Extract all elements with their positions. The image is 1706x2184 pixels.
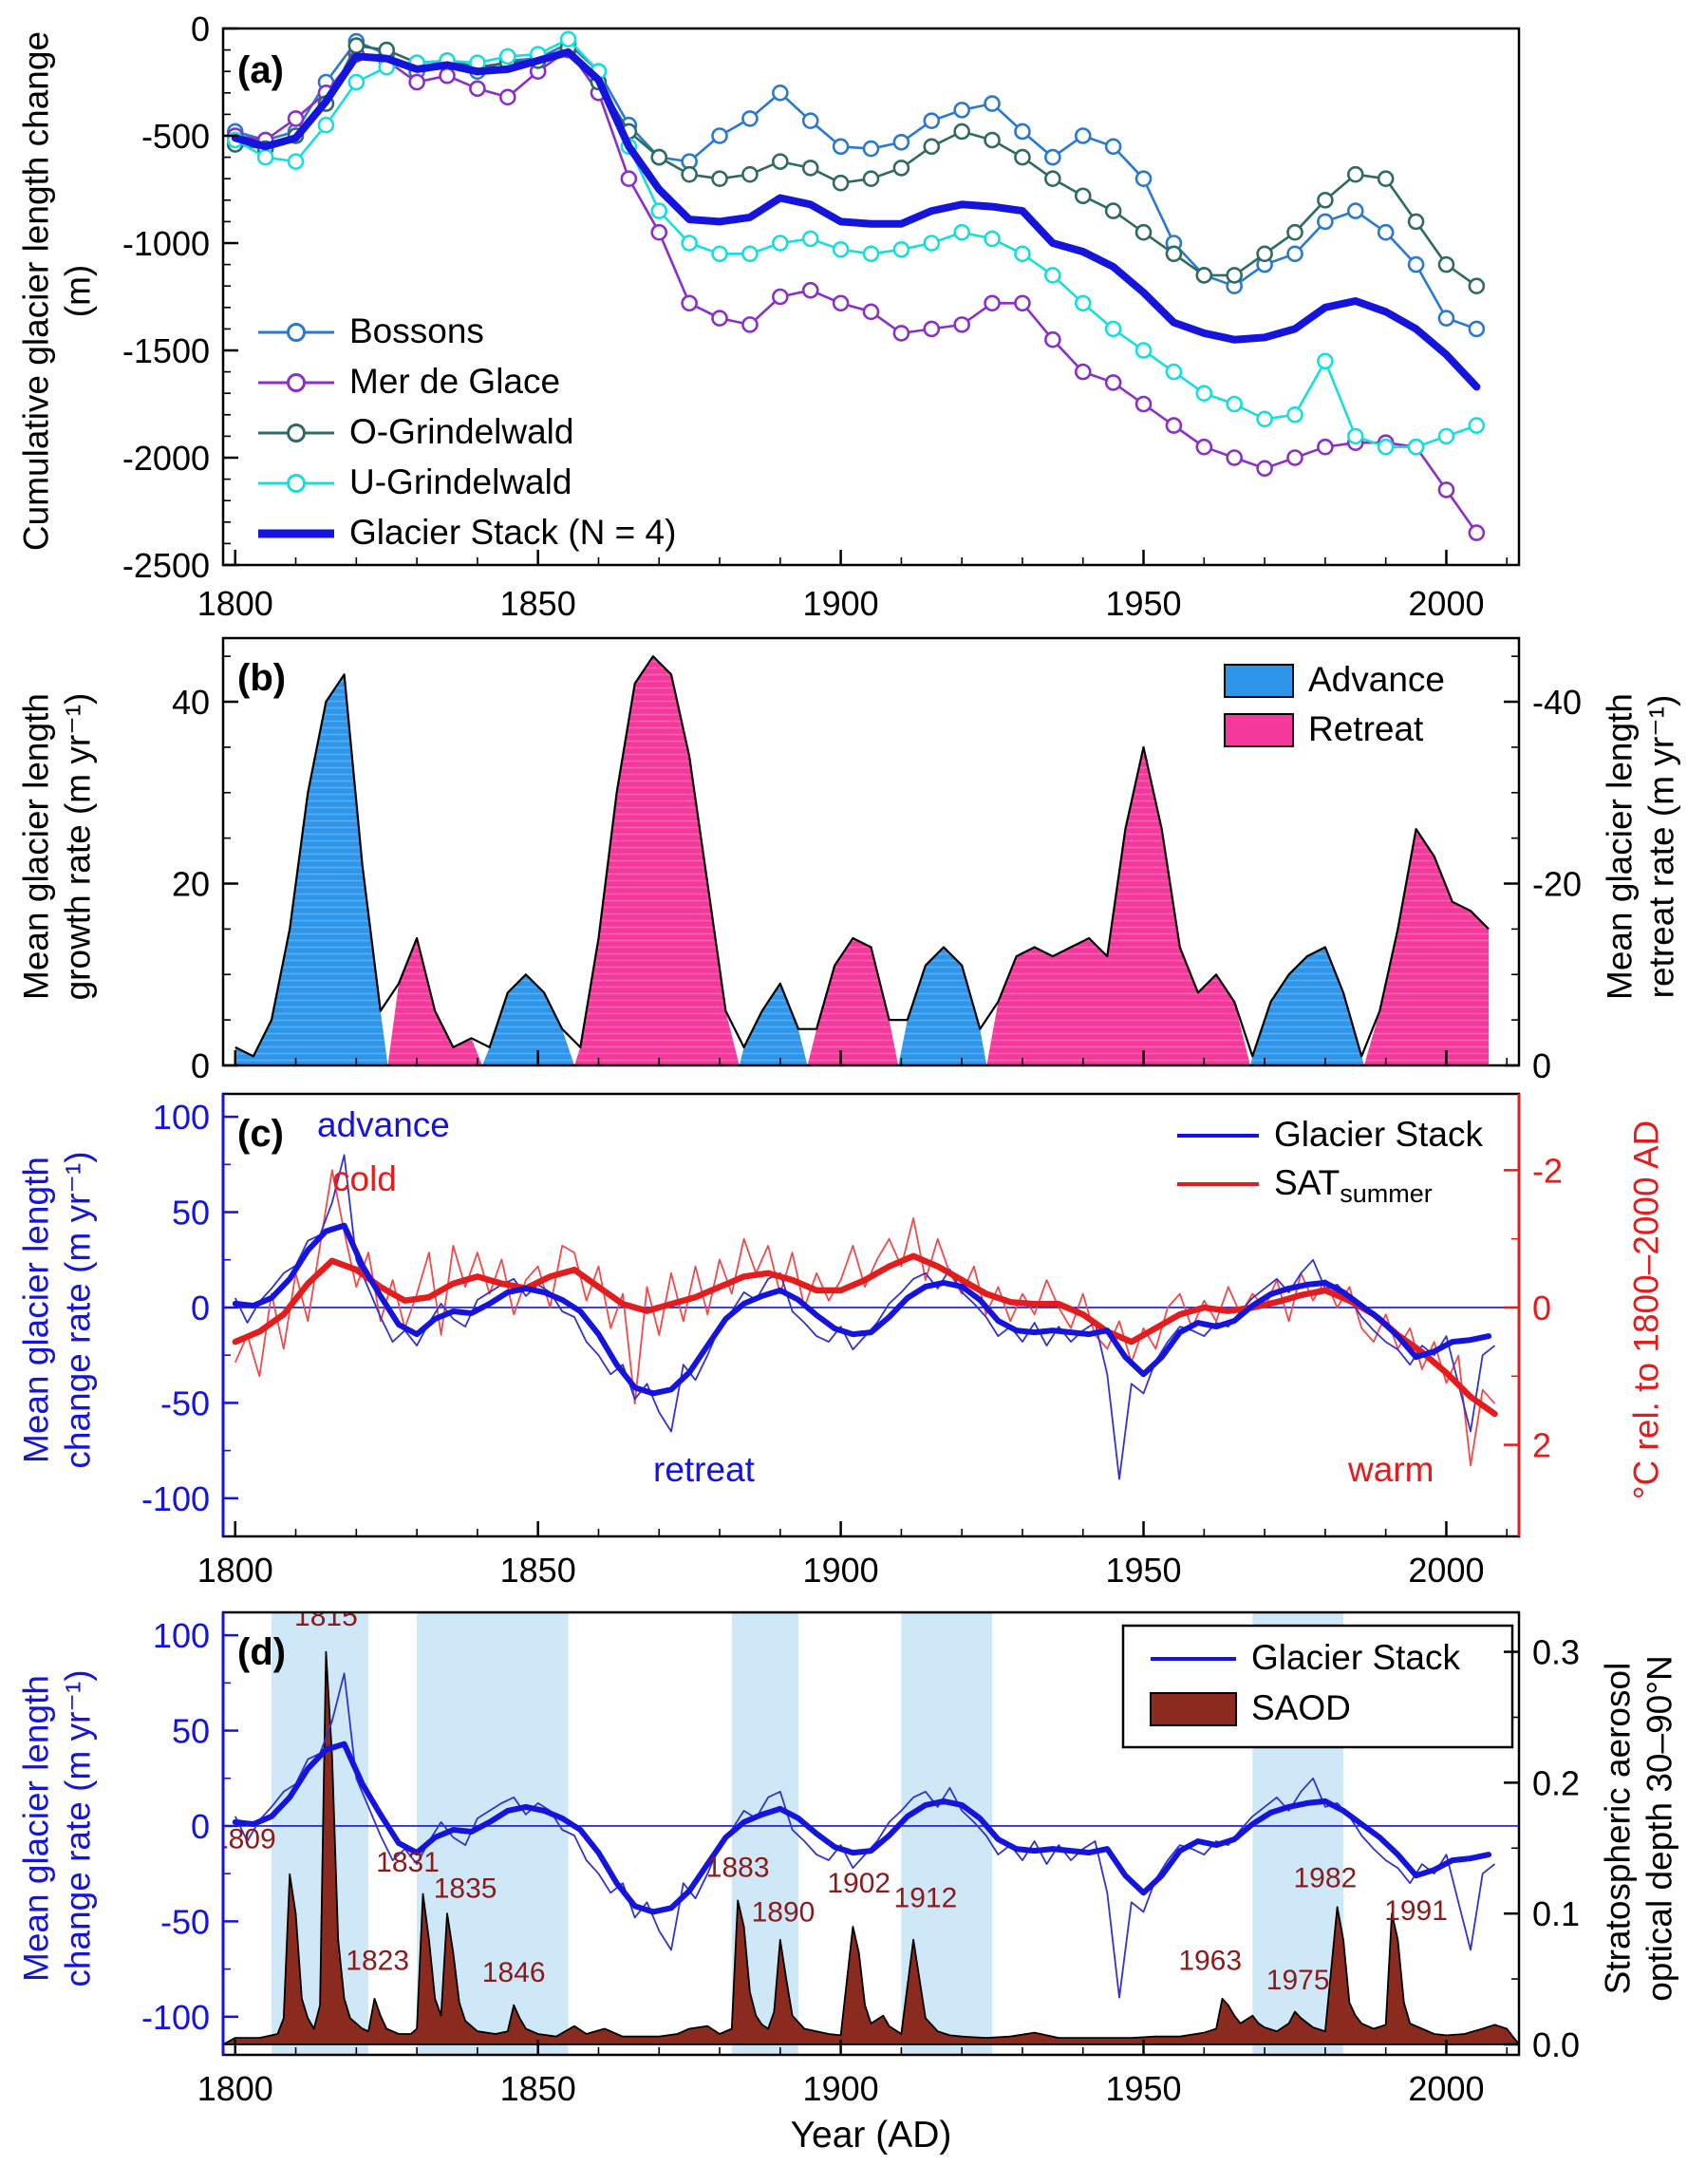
svg-text:1950: 1950 [1105, 584, 1181, 623]
annotation-cold: cold [332, 1159, 397, 1198]
legend-a-bossons: Bossons [349, 311, 484, 350]
panel-a-tag: (a) [237, 49, 284, 91]
svg-text:1890: 1890 [752, 1896, 816, 1928]
axis-label-a-line2: (m) [58, 264, 98, 318]
svg-text:1991: 1991 [1384, 1895, 1448, 1927]
axis-label-c-left1: Mean glacier length [16, 1157, 56, 1463]
legend-b-retreat: Retreat [1308, 709, 1424, 748]
svg-text:1900: 1900 [803, 2069, 879, 2108]
legend-c-sat-sub: summer [1340, 1179, 1433, 1208]
x-axis-title: Year (AD) [790, 2115, 952, 2156]
axis-label-d-right2: optical depth 30–90°N [1640, 1655, 1679, 2002]
legend-c-sat: SATsummer [1274, 1163, 1433, 1209]
legend-b-advance: Advance [1308, 660, 1445, 699]
svg-text:-50: -50 [160, 1902, 210, 1941]
annotation-retreat: retreat [653, 1450, 755, 1489]
axis-label-c-right: °C rel. to 1800–2000 AD [1626, 1120, 1666, 1500]
svg-text:-100: -100 [141, 1998, 210, 2037]
svg-text:1900: 1900 [803, 1551, 879, 1590]
svg-text:0: 0 [1532, 1289, 1551, 1327]
axis-label-d-right1: Stratospheric aerosol [1598, 1662, 1638, 1995]
axis-label-a-line1: Cumulative glacier length change [16, 30, 56, 552]
svg-text:0.3: 0.3 [1532, 1633, 1580, 1672]
svg-text:1950: 1950 [1105, 2069, 1181, 2108]
svg-text:1883: 1883 [706, 1853, 770, 1884]
panel-c-tag: (c) [237, 1113, 284, 1155]
svg-text:2000: 2000 [1408, 1551, 1484, 1590]
svg-text:1963: 1963 [1178, 1945, 1242, 1976]
annotation-warm: warm [1348, 1450, 1434, 1489]
svg-text:1850: 1850 [500, 2069, 576, 2108]
svg-text:1902: 1902 [827, 1868, 890, 1899]
svg-text:1846: 1846 [482, 1957, 546, 1988]
svg-text:100: 100 [153, 1098, 210, 1137]
svg-text:1950: 1950 [1105, 1551, 1181, 1590]
svg-text:-2: -2 [1532, 1151, 1563, 1190]
svg-text:40: 40 [172, 683, 210, 722]
svg-text:-2000: -2000 [122, 439, 210, 478]
svg-text:-100: -100 [141, 1479, 210, 1518]
legend-a-stack: Glacier Stack (N = 4) [349, 513, 677, 552]
panel-c-plot: 100 50 0 -50 -100 -2 0 2 [141, 1092, 1563, 1538]
svg-text:-500: -500 [141, 117, 210, 156]
svg-text:2: 2 [1532, 1426, 1551, 1465]
svg-text:1850: 1850 [500, 584, 576, 623]
svg-text:2000: 2000 [1408, 584, 1484, 623]
svg-text:1823: 1823 [346, 1945, 409, 1976]
svg-text:-20: -20 [1532, 865, 1582, 904]
svg-text:-1000: -1000 [122, 224, 210, 263]
svg-text:1900: 1900 [803, 584, 879, 623]
svg-text:0: 0 [191, 1046, 210, 1085]
svg-text:1912: 1912 [894, 1882, 958, 1913]
svg-text:1975: 1975 [1266, 1965, 1330, 1996]
legend-c-stack: Glacier Stack [1274, 1115, 1484, 1154]
svg-text:-1500: -1500 [122, 331, 210, 370]
panel-d-tag: (d) [237, 1631, 287, 1673]
panel-b-plot: 0 0 20 -20 40 -40 [172, 636, 1582, 1085]
annotation-advance: advance [317, 1105, 450, 1144]
legend-d-saod: SAOD [1251, 1688, 1351, 1727]
svg-text:1831: 1831 [376, 1847, 440, 1878]
legend-a-ugrindelwald: U-Grindelwald [349, 462, 572, 501]
legend-a-ogrindelwald: O-Grindelwald [349, 412, 574, 451]
svg-text:1835: 1835 [434, 1873, 497, 1905]
axis-label-d-left2: change rate (m yr⁻¹) [58, 1669, 98, 1987]
svg-text:50: 50 [172, 1712, 210, 1751]
svg-text:0: 0 [1532, 1046, 1551, 1085]
svg-text:1982: 1982 [1294, 1863, 1358, 1894]
svg-text:50: 50 [172, 1194, 210, 1233]
svg-text:1815: 1815 [294, 1601, 358, 1632]
legend-c-sat-main: SAT [1274, 1163, 1340, 1202]
legend-a-merdeglace: Mer de Glace [349, 362, 561, 401]
svg-text:0.2: 0.2 [1532, 1763, 1580, 1802]
panel-b-tag: (b) [237, 657, 287, 699]
svg-text:100: 100 [153, 1616, 210, 1655]
svg-text:1800: 1800 [197, 2069, 273, 2108]
svg-text:-2500: -2500 [122, 546, 210, 585]
svg-text:20: 20 [172, 865, 210, 904]
axis-label-c-left2: change rate (m yr⁻¹) [58, 1151, 98, 1469]
svg-text:1850: 1850 [500, 1551, 576, 1590]
svg-text:1800: 1800 [197, 584, 273, 623]
svg-text:0.1: 0.1 [1532, 1894, 1580, 1933]
svg-text:0: 0 [191, 1289, 210, 1327]
axis-label-d-left1: Mean glacier length [16, 1675, 56, 1982]
svg-text:1800: 1800 [197, 1551, 273, 1590]
svg-text:2000: 2000 [1408, 2069, 1484, 2108]
panel-a-plot: 0 -500 -1000 -1500 -2000 -2500 [122, 9, 1521, 585]
svg-text:0.0: 0.0 [1532, 2025, 1580, 2064]
svg-text:0: 0 [191, 1807, 210, 1846]
legend-d-stack: Glacier Stack [1251, 1638, 1461, 1677]
svg-text:-50: -50 [160, 1384, 210, 1422]
svg-text:-40: -40 [1532, 683, 1582, 722]
svg-text:0: 0 [191, 9, 210, 48]
svg-text:1809: 1809 [213, 1823, 276, 1855]
